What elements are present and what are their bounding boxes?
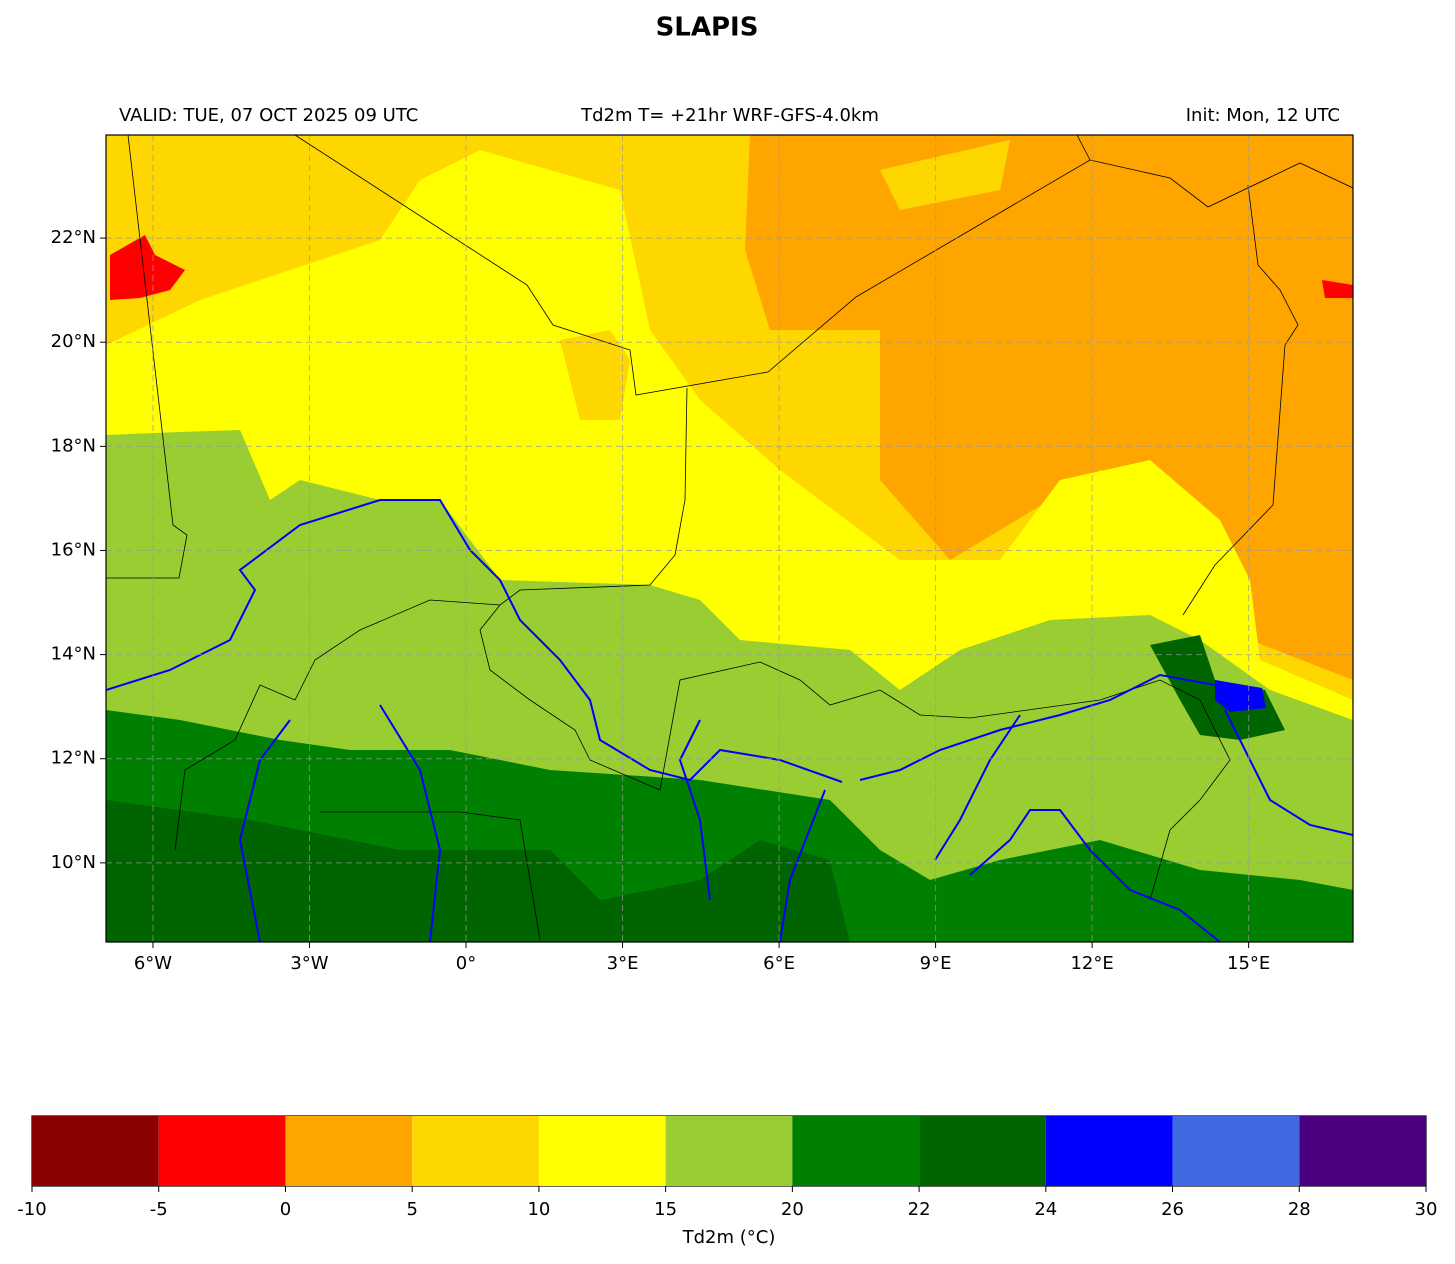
y-tick-label: 22°N [51,227,96,248]
colorbar-tick-label: 10 [527,1199,550,1220]
lake [1215,680,1266,712]
colorbar-segment [538,1116,666,1186]
field-red [1322,280,1353,298]
x-tick-label: 9°E [920,953,952,974]
y-tick-label: 16°N [51,539,96,560]
x-tick-label: 6°W [134,953,172,974]
colorbar-segment [792,1116,920,1186]
field-darkgreen [106,800,850,942]
valid-time: VALID: TUE, 07 OCT 2025 09 UTC [119,105,418,126]
colorbar-tick-label: 22 [908,1199,931,1220]
colorbar-label: Td2m (°C) [682,1227,776,1248]
map [106,135,1353,942]
border [106,135,1353,941]
colorbar-tick-label: 0 [280,1199,291,1220]
colorbar-segment [1299,1116,1426,1186]
x-tick-label: 12°E [1070,953,1113,974]
x-tick-label: 3°W [290,953,328,974]
colorbar-tick-label: -5 [150,1199,168,1220]
colorbar-tick-label: 28 [1288,1199,1311,1220]
colorbar-tick-label: 30 [1415,1199,1438,1220]
colorbar-segment [919,1116,1046,1186]
river [106,499,1353,942]
y-tick-label: 20°N [51,331,96,352]
field-gold [880,140,1010,210]
x-tick-label: 15°E [1227,953,1270,974]
colorbar-tick-label: 24 [1034,1199,1057,1220]
y-tick-label: 10°N [51,852,96,873]
map-frame [105,134,1354,943]
subtitle: Td2m T= +21hr WRF-GFS-4.0km [580,105,879,126]
x-tick-label: 6°E [763,953,795,974]
init-time: Init: Mon, 12 UTC [1186,105,1340,126]
field-gold [560,330,630,420]
colorbar-tick-label: -10 [17,1199,46,1220]
title: SLAPIS [656,13,759,43]
colorbar-tick-label: 26 [1161,1199,1184,1220]
y-tick-label: 18°N [51,435,96,456]
colorbar-segment [285,1116,413,1186]
y-tick-label: 12°N [51,748,96,769]
x-tick-label: 0° [456,953,476,974]
colorbar-segment [32,1116,159,1186]
colorbar-segment [412,1116,539,1186]
field-red [110,235,185,300]
x-tick-label: 3°E [607,953,639,974]
colorbar-segment [158,1116,286,1186]
colorbar-segment [1045,1116,1173,1186]
colorbar-tick-label: 5 [406,1199,417,1220]
colorbar-tick-label: 20 [781,1199,804,1220]
colorbar-segment [1172,1116,1300,1186]
colorbar-segment [665,1116,793,1186]
colorbar-tick-label: 15 [654,1199,677,1220]
y-tick-label: 14°N [51,644,96,665]
